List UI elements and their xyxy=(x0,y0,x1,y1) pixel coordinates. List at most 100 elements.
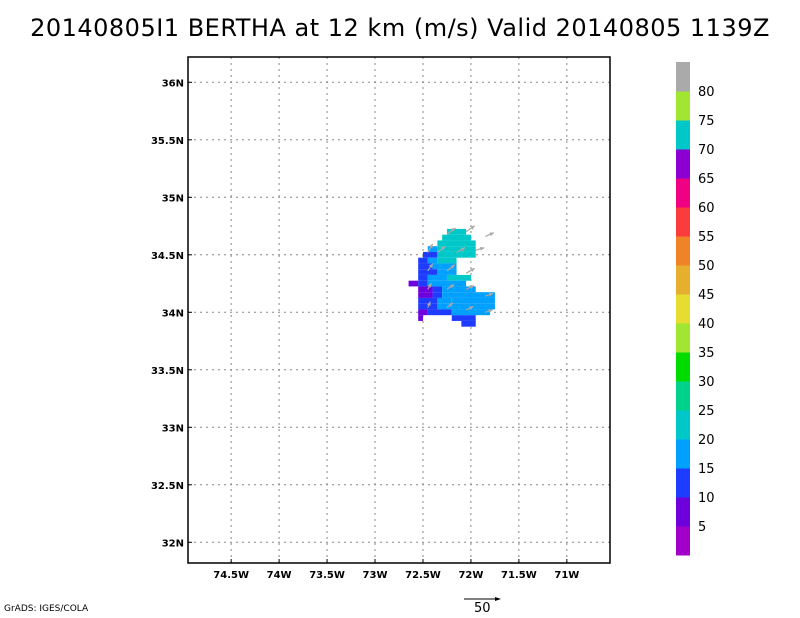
wind-vector-head xyxy=(427,283,432,288)
colorbar: 5 10 15 20 25 30 35 40 45 50 55 60 65 70 75 80 xyxy=(676,62,715,556)
colorbar-segment xyxy=(676,149,690,179)
colorbar-label: 45 xyxy=(698,288,715,303)
wind-vector xyxy=(465,225,476,233)
colorbar-segment xyxy=(676,91,690,121)
wind-cell xyxy=(422,251,438,258)
wind-cell xyxy=(418,297,438,304)
colorbar-segment xyxy=(676,410,690,440)
wind-cell xyxy=(418,280,428,287)
colorbar-segment xyxy=(676,207,690,237)
wind-vector xyxy=(427,263,434,272)
colorbar-label: 75 xyxy=(698,114,715,129)
colorbar-label: 5 xyxy=(698,520,706,535)
colorbar-segment xyxy=(676,236,690,266)
longitude-axis: 74.5W 74W 73.5W 73W 72.5W 72W 71.5W 71W xyxy=(213,559,579,581)
grads-credit: GrADS: IGES/COLA xyxy=(4,604,89,614)
wind-cell xyxy=(461,320,476,327)
wind-vector-head xyxy=(479,246,485,251)
wind-vector-head xyxy=(440,246,446,251)
x-tick-label: 72W xyxy=(458,570,483,581)
wind-cell xyxy=(432,286,443,293)
wind-cell xyxy=(408,280,419,287)
wind-cell xyxy=(432,292,443,298)
wind-cell xyxy=(437,251,462,258)
wind-vector-head xyxy=(469,306,474,310)
wind-vector xyxy=(485,232,495,237)
wind-vector xyxy=(485,292,494,297)
y-tick-label: 35.5N xyxy=(151,136,184,147)
colorbar-segment xyxy=(676,323,690,353)
wind-cell xyxy=(418,309,428,316)
wind-vector-head xyxy=(450,264,455,269)
grid-lines xyxy=(188,57,610,563)
latitude-axis: 36N 35.5N 35N 34.5N 34N 33.5N 33N 32.5N 32N xyxy=(151,78,192,549)
wind-cell xyxy=(427,246,438,252)
wind-cell xyxy=(442,286,476,293)
wind-vector xyxy=(446,283,455,290)
y-tick-label: 36N xyxy=(162,78,184,89)
colorbar-segment xyxy=(676,178,690,208)
x-tick-label: 74.5W xyxy=(213,570,249,581)
colorbar-label: 60 xyxy=(698,201,715,216)
vector-reference-label: 50 xyxy=(474,601,491,616)
colorbar-label: 10 xyxy=(698,491,715,506)
wind-vector-head xyxy=(470,225,475,230)
x-tick-label: 71.5W xyxy=(501,570,537,581)
wind-vector xyxy=(436,245,446,253)
colorbar-label: 15 xyxy=(698,462,715,477)
colorbar-segment xyxy=(676,468,690,498)
wind-vector-field xyxy=(426,225,495,314)
wind-cell xyxy=(418,286,433,293)
colorbar-label: 70 xyxy=(698,143,715,158)
wind-vector-head xyxy=(428,243,433,249)
wind-vector xyxy=(426,301,431,308)
colorbar-segment xyxy=(676,120,690,150)
wind-cell xyxy=(418,263,433,270)
colorbar-segment xyxy=(676,265,690,295)
colorbar-segment xyxy=(676,294,690,324)
wind-cell xyxy=(437,246,476,252)
colorbar-label: 20 xyxy=(698,433,715,448)
wind-vector xyxy=(485,309,493,314)
wind-cell xyxy=(418,274,428,281)
colorbar-label: 40 xyxy=(698,317,715,332)
wind-cell xyxy=(427,309,452,316)
wind-cell xyxy=(461,251,476,258)
wind-vector-head xyxy=(448,302,454,307)
wind-cell xyxy=(437,240,476,247)
wind-cell xyxy=(451,297,495,304)
wind-cell xyxy=(437,257,457,264)
y-tick-label: 33.5N xyxy=(151,366,184,377)
wind-vector-head xyxy=(489,232,494,237)
wind-vector-head xyxy=(488,309,493,314)
wind-cell xyxy=(451,315,476,321)
colorbar-segment xyxy=(676,439,690,469)
wind-cell xyxy=(442,234,471,241)
y-tick-label: 34.5N xyxy=(151,251,184,262)
wind-vector xyxy=(465,285,475,290)
x-tick-label: 73W xyxy=(363,570,388,581)
vector-reference-arrow xyxy=(464,597,501,601)
wind-vector-head xyxy=(451,227,456,232)
colorbar-label: 35 xyxy=(698,346,715,361)
x-tick-label: 72.5W xyxy=(405,570,441,581)
wind-cell xyxy=(427,257,438,264)
plot-area-frame xyxy=(187,56,611,564)
wind-vector-head xyxy=(488,292,494,297)
wind-vector xyxy=(465,267,476,274)
wind-vector-head xyxy=(460,247,466,252)
wind-cell xyxy=(437,303,495,310)
wind-cell xyxy=(418,315,423,321)
wind-cell xyxy=(451,309,491,316)
colorbar-label: 65 xyxy=(698,172,715,187)
wind-cell xyxy=(437,269,457,275)
x-tick-label: 71W xyxy=(554,570,579,581)
wind-vector-head xyxy=(428,263,433,268)
wind-cell xyxy=(418,292,433,298)
wind-cell xyxy=(427,274,447,281)
wind-vector xyxy=(446,227,456,235)
plot-area-background xyxy=(188,57,610,563)
colorbar-label: 55 xyxy=(698,230,715,245)
wind-vector xyxy=(427,282,432,290)
